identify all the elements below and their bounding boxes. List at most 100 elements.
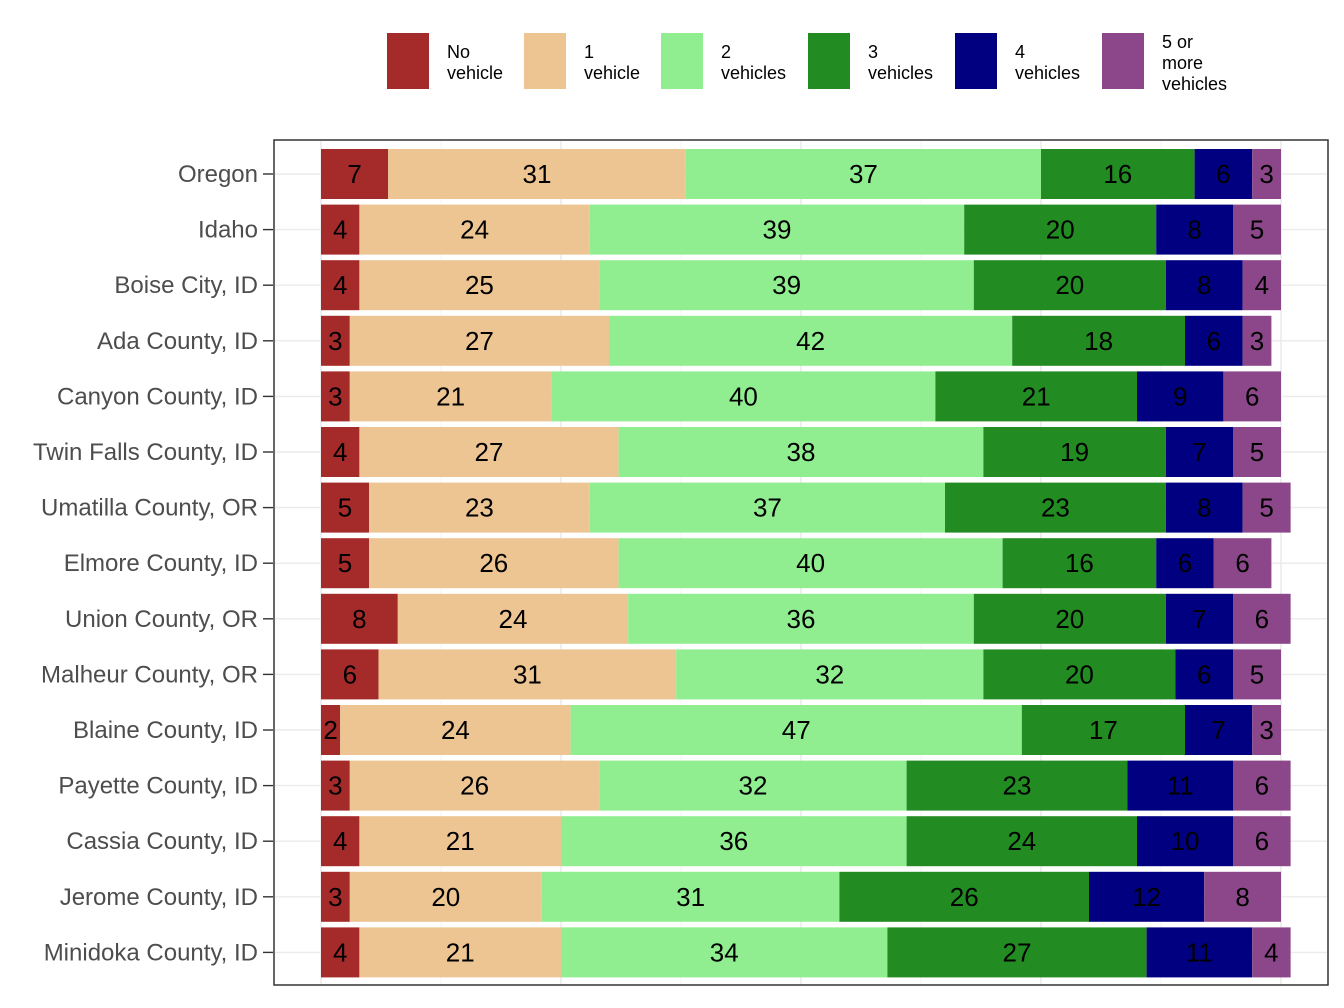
bar-segment xyxy=(887,927,1147,978)
bar-segment xyxy=(561,927,888,978)
category-label: Umatilla County, OR xyxy=(41,495,258,522)
data-label: 23 xyxy=(1003,771,1032,801)
bar-segment xyxy=(676,649,984,700)
data-label: 42 xyxy=(796,326,825,356)
data-label: 10 xyxy=(1171,826,1200,856)
data-label: 12 xyxy=(1132,882,1161,912)
data-label: 31 xyxy=(523,159,552,189)
legend-label: 5 or xyxy=(1162,32,1193,52)
data-label: 27 xyxy=(465,326,494,356)
data-label: 24 xyxy=(460,215,489,245)
data-label: 3 xyxy=(328,771,342,801)
data-label: 16 xyxy=(1065,548,1094,578)
data-label: 5 xyxy=(1250,215,1264,245)
data-label: 20 xyxy=(1055,604,1084,634)
bar-segment xyxy=(973,260,1166,311)
legend-label: vehicles xyxy=(868,63,933,83)
bar-segment xyxy=(388,149,686,199)
data-label: 3 xyxy=(1259,715,1273,745)
category-label: Payette County, ID xyxy=(58,773,258,800)
data-label: 6 xyxy=(1245,381,1259,411)
data-label: 11 xyxy=(1186,937,1213,967)
category-labels: Oregon Idaho Boise City, ID Ada County, ID C… xyxy=(33,161,273,966)
data-label: 39 xyxy=(772,270,801,300)
data-label: 19 xyxy=(1060,437,1089,467)
bar-segment xyxy=(906,816,1137,867)
data-label: 9 xyxy=(1173,381,1187,411)
data-label: 6 xyxy=(1255,604,1269,634)
data-label: 8 xyxy=(1197,493,1211,523)
data-label: 7 xyxy=(347,159,361,189)
bar-segment xyxy=(541,871,840,922)
bar-segment xyxy=(1146,927,1253,978)
bar-segment xyxy=(321,760,350,811)
data-label: 21 xyxy=(436,381,465,411)
data-label: 34 xyxy=(710,937,739,967)
data-label: 40 xyxy=(796,548,825,578)
data-label: 3 xyxy=(1250,326,1264,356)
bar-segment xyxy=(1213,538,1272,589)
data-label: 6 xyxy=(1207,326,1221,356)
bar-segment xyxy=(321,427,360,477)
bar-segment xyxy=(1156,538,1214,589)
bar-segment xyxy=(321,871,350,922)
data-label: 17 xyxy=(1089,715,1118,745)
legend-label: 2 xyxy=(721,42,731,62)
data-label: 3 xyxy=(328,381,342,411)
bar-segment xyxy=(349,371,552,422)
category-label: Oregon xyxy=(178,161,258,188)
data-label: 8 xyxy=(352,604,366,634)
data-label: 6 xyxy=(1178,548,1192,578)
bar-segment xyxy=(1233,649,1281,700)
data-label: 7 xyxy=(1192,604,1206,634)
bar-segment xyxy=(321,371,350,422)
data-label: 24 xyxy=(1007,826,1036,856)
category-label: Boise City, ID xyxy=(114,272,258,299)
bar-segment xyxy=(321,816,360,867)
bar-segment xyxy=(1137,371,1224,422)
bar-segment xyxy=(973,593,1166,644)
bar-segment xyxy=(321,927,360,978)
data-label: 20 xyxy=(1055,270,1084,300)
bar-segment xyxy=(983,427,1166,477)
bar-segment xyxy=(1127,760,1233,811)
bar-segment xyxy=(685,149,1041,199)
bar-segment xyxy=(1041,149,1195,199)
data-label: 47 xyxy=(782,715,811,745)
data-label: 3 xyxy=(328,882,342,912)
bar-segment xyxy=(609,315,1013,366)
category-label: Idaho xyxy=(198,217,258,244)
bar-segment xyxy=(618,427,984,477)
data-label: 8 xyxy=(1187,215,1201,245)
bar-segment xyxy=(1156,204,1233,255)
data-label: 20 xyxy=(431,882,460,912)
bar-segment xyxy=(340,705,571,755)
data-label: 4 xyxy=(333,215,347,245)
data-label: 36 xyxy=(719,826,748,856)
data-label: 2 xyxy=(323,715,337,745)
bar-segment xyxy=(589,204,965,255)
data-label: 24 xyxy=(441,715,470,745)
bar-segment xyxy=(1089,871,1205,922)
data-label: 3 xyxy=(328,326,342,356)
legend-label: vehicles xyxy=(721,63,786,83)
bar-segment xyxy=(1185,315,1243,366)
data-label: 5 xyxy=(1250,659,1264,689)
bar-segment xyxy=(359,816,561,867)
data-label: 6 xyxy=(1255,771,1269,801)
data-label: 6 xyxy=(1197,659,1211,689)
bar-segment xyxy=(1137,816,1233,867)
data-label: 4 xyxy=(333,937,347,967)
data-label: 6 xyxy=(1235,548,1249,578)
data-label: 4 xyxy=(1264,937,1278,967)
bar-segment xyxy=(321,649,379,700)
data-label: 3 xyxy=(1259,159,1273,189)
data-label: 5 xyxy=(1250,437,1264,467)
bar-segment xyxy=(321,482,369,533)
data-label: 26 xyxy=(479,548,508,578)
bar-segment xyxy=(369,482,590,533)
bar-segment xyxy=(945,482,1166,533)
bar-segment xyxy=(378,649,677,700)
bar-segment xyxy=(1223,371,1281,422)
